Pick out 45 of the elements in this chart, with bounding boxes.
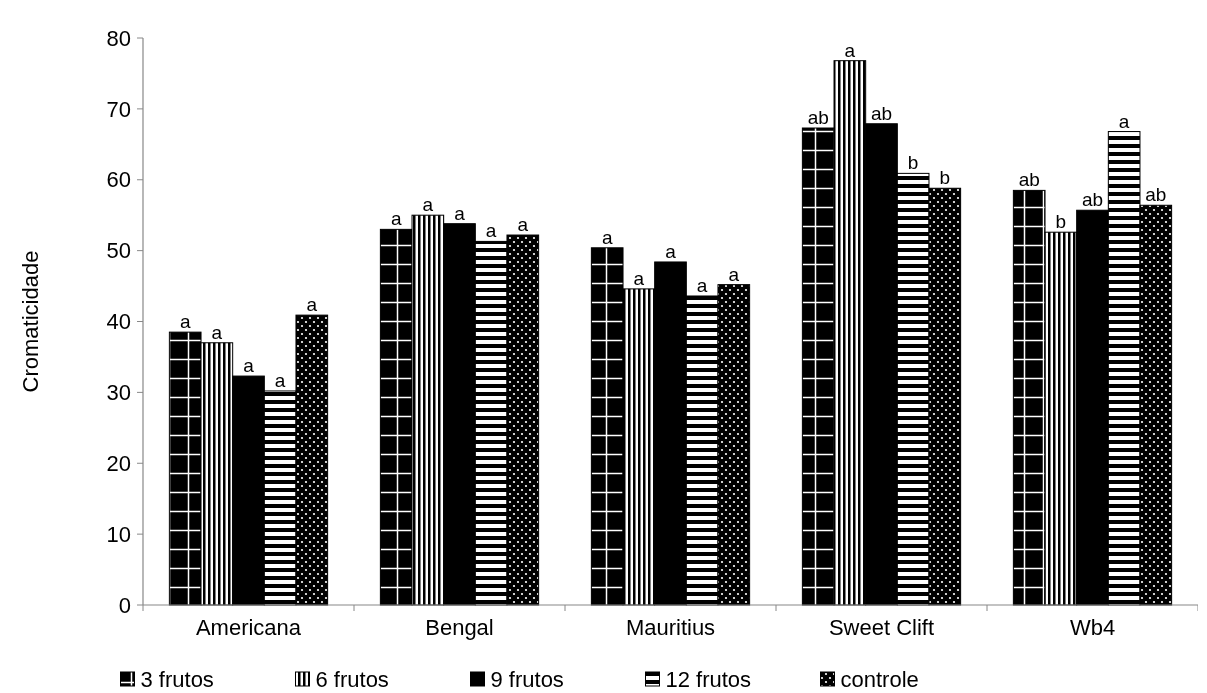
legend-label: 9 frutos (490, 666, 564, 692)
data-label: a (454, 202, 466, 224)
data-label: b (939, 167, 951, 189)
data-label: a (211, 321, 223, 343)
y-tick-label: 80 (106, 25, 131, 51)
data-label: a (844, 39, 856, 61)
data-label: a (243, 355, 255, 377)
data-label: a (422, 194, 434, 216)
x-tick-label: Americana (195, 615, 302, 640)
data-label: a (728, 263, 740, 285)
y-tick-label: 30 (106, 380, 131, 406)
x-tick-label: Sweet Clift (828, 615, 935, 640)
y-tick-label: 70 (106, 96, 131, 122)
y-tick-label: 50 (106, 238, 131, 264)
x-tick-label: Mauritius (625, 615, 716, 640)
data-label: a (179, 311, 191, 333)
data-label: a (665, 240, 677, 262)
data-label: a (390, 208, 402, 230)
data-label: a (633, 267, 645, 289)
x-tick-label: Wb4 (1069, 615, 1116, 640)
data-label: a (485, 220, 497, 242)
y-tick-label: 60 (106, 167, 131, 193)
legend-label: 12 frutos (665, 666, 752, 692)
data-label: ab (1018, 169, 1040, 191)
data-label: a (306, 294, 318, 316)
x-tick-label: Bengal (425, 615, 494, 640)
legend-label: 6 frutos (315, 666, 389, 692)
data-label: b (907, 152, 919, 174)
data-label: ab (1145, 184, 1167, 206)
data-label: a (1118, 110, 1130, 132)
y-tick-label: 40 (106, 309, 131, 335)
data-label: a (274, 369, 286, 391)
data-label: ab (807, 107, 829, 129)
data-label: b (1055, 211, 1067, 233)
y-tick-label: 10 (106, 521, 131, 547)
y-tick-label: 20 (106, 450, 131, 476)
y-axis-title: Cromaticidade (18, 250, 43, 393)
data-label: a (601, 226, 613, 248)
data-label: ab (870, 102, 893, 124)
legend-label: controle (840, 666, 919, 692)
data-label: a (696, 274, 708, 296)
legend-label: 3 frutos (140, 666, 214, 692)
data-label: ab (1081, 189, 1104, 211)
y-tick-label: 0 (118, 592, 131, 618)
data-label: a (517, 214, 529, 236)
